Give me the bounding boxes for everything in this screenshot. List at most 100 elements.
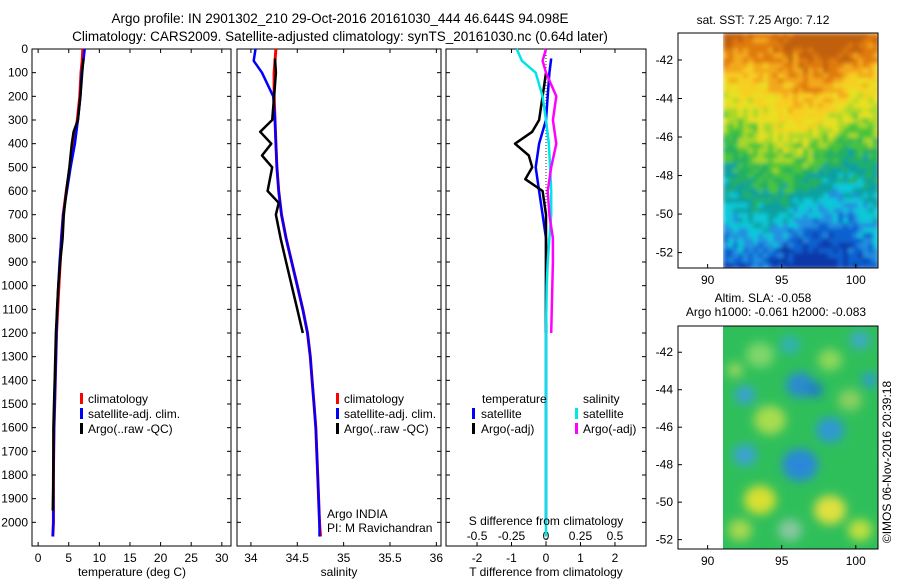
sst-cell: [768, 153, 774, 159]
sst-cell: [798, 238, 804, 244]
sst-cell: [823, 68, 829, 74]
sst-cell: [808, 218, 814, 224]
sst-cell: [738, 103, 744, 109]
sst-cell: [833, 113, 839, 119]
sst-cell: [768, 203, 774, 209]
sst-cell: [723, 73, 729, 79]
sst-cell: [768, 253, 774, 259]
sst-cell: [798, 253, 804, 259]
sst-cell: [758, 113, 764, 119]
sst-cell: [818, 248, 824, 254]
sst-cell: [733, 143, 739, 149]
sst-cell: [843, 243, 849, 249]
sst-cell: [853, 223, 859, 229]
sst-cell: [783, 93, 789, 99]
sst-cell: [848, 138, 854, 144]
sst-cell: [738, 183, 744, 189]
sst-cell: [808, 238, 814, 244]
sst-cell: [833, 208, 839, 214]
sst-cell: [838, 93, 844, 99]
sst-cell: [748, 153, 754, 159]
sst-cell: [863, 168, 869, 174]
sst-cell: [783, 163, 789, 169]
sst-cell: [743, 153, 749, 159]
sst-cell: [788, 38, 794, 44]
sst-cell: [873, 33, 878, 39]
sst-cell: [803, 113, 809, 119]
sst-cell: [828, 108, 834, 114]
sst-cell: [833, 78, 839, 84]
sst-cell: [838, 183, 844, 189]
sst-cell: [753, 203, 759, 209]
sst-cell: [838, 123, 844, 129]
sst-cell: [773, 128, 779, 134]
sst-cell: [823, 83, 829, 89]
sst-cell: [763, 63, 769, 69]
sst-cell: [743, 38, 749, 44]
sst-cell: [728, 263, 734, 268]
sst-cell: [738, 223, 744, 229]
sst-cell: [773, 138, 779, 144]
sst-cell: [848, 118, 854, 124]
sst-cell: [808, 83, 814, 89]
sst-cell: [728, 68, 734, 74]
sst-cell: [798, 88, 804, 94]
sst-cell: [873, 178, 878, 184]
sst-cell: [863, 43, 869, 49]
sst-cell: [833, 108, 839, 114]
sst-cell: [748, 263, 754, 268]
sst-cell: [738, 83, 744, 89]
sst-cell: [848, 248, 854, 254]
sst-cell: [798, 188, 804, 194]
sst-cell: [748, 163, 754, 169]
sst-cell: [788, 248, 794, 254]
sst-cell: [768, 208, 774, 214]
sst-cell: [793, 178, 799, 184]
sst-cell: [733, 258, 739, 264]
sst-cell: [848, 203, 854, 209]
sst-cell: [783, 183, 789, 189]
sst-cell: [783, 78, 789, 84]
sst-cell: [733, 198, 739, 204]
sst-cell: [758, 253, 764, 259]
sst-cell: [778, 228, 784, 234]
sst-cell: [798, 93, 804, 99]
sst-cell: [798, 208, 804, 214]
sst-cell: [723, 188, 729, 194]
sst-cell: [823, 103, 829, 109]
sst-cell: [763, 103, 769, 109]
sst-cell: [823, 208, 829, 214]
sst-cell: [823, 128, 829, 134]
map-y-tick-label: -42: [656, 345, 674, 359]
sst-cell: [843, 68, 849, 74]
sst-cell: [738, 213, 744, 219]
sst-cell: [868, 113, 874, 119]
sst-cell: [858, 73, 864, 79]
sst-cell: [728, 93, 734, 99]
sst-cell: [753, 158, 759, 164]
sst-cell: [828, 113, 834, 119]
sst-cell: [838, 83, 844, 89]
sst-cell: [863, 103, 869, 109]
sst-cell: [853, 128, 859, 134]
sst-cell: [853, 208, 859, 214]
sst-cell: [768, 98, 774, 104]
sst-cell: [823, 178, 829, 184]
sst-cell: [818, 138, 824, 144]
sst-cell: [788, 203, 794, 209]
sst-cell: [833, 223, 839, 229]
series-line-argo: [51, 58, 85, 511]
sst-cell: [808, 193, 814, 199]
sla-blob: [818, 349, 842, 371]
sst-cell: [833, 168, 839, 174]
sst-cell: [858, 233, 864, 239]
sst-cell: [778, 78, 784, 84]
sst-cell: [723, 123, 729, 129]
sst-cell: [798, 73, 804, 79]
sst-cell: [808, 263, 814, 268]
sst-cell: [828, 133, 834, 139]
sst-cell: [758, 133, 764, 139]
sst-cell: [778, 53, 784, 59]
sla-blob: [862, 372, 878, 388]
sst-cell: [838, 58, 844, 64]
